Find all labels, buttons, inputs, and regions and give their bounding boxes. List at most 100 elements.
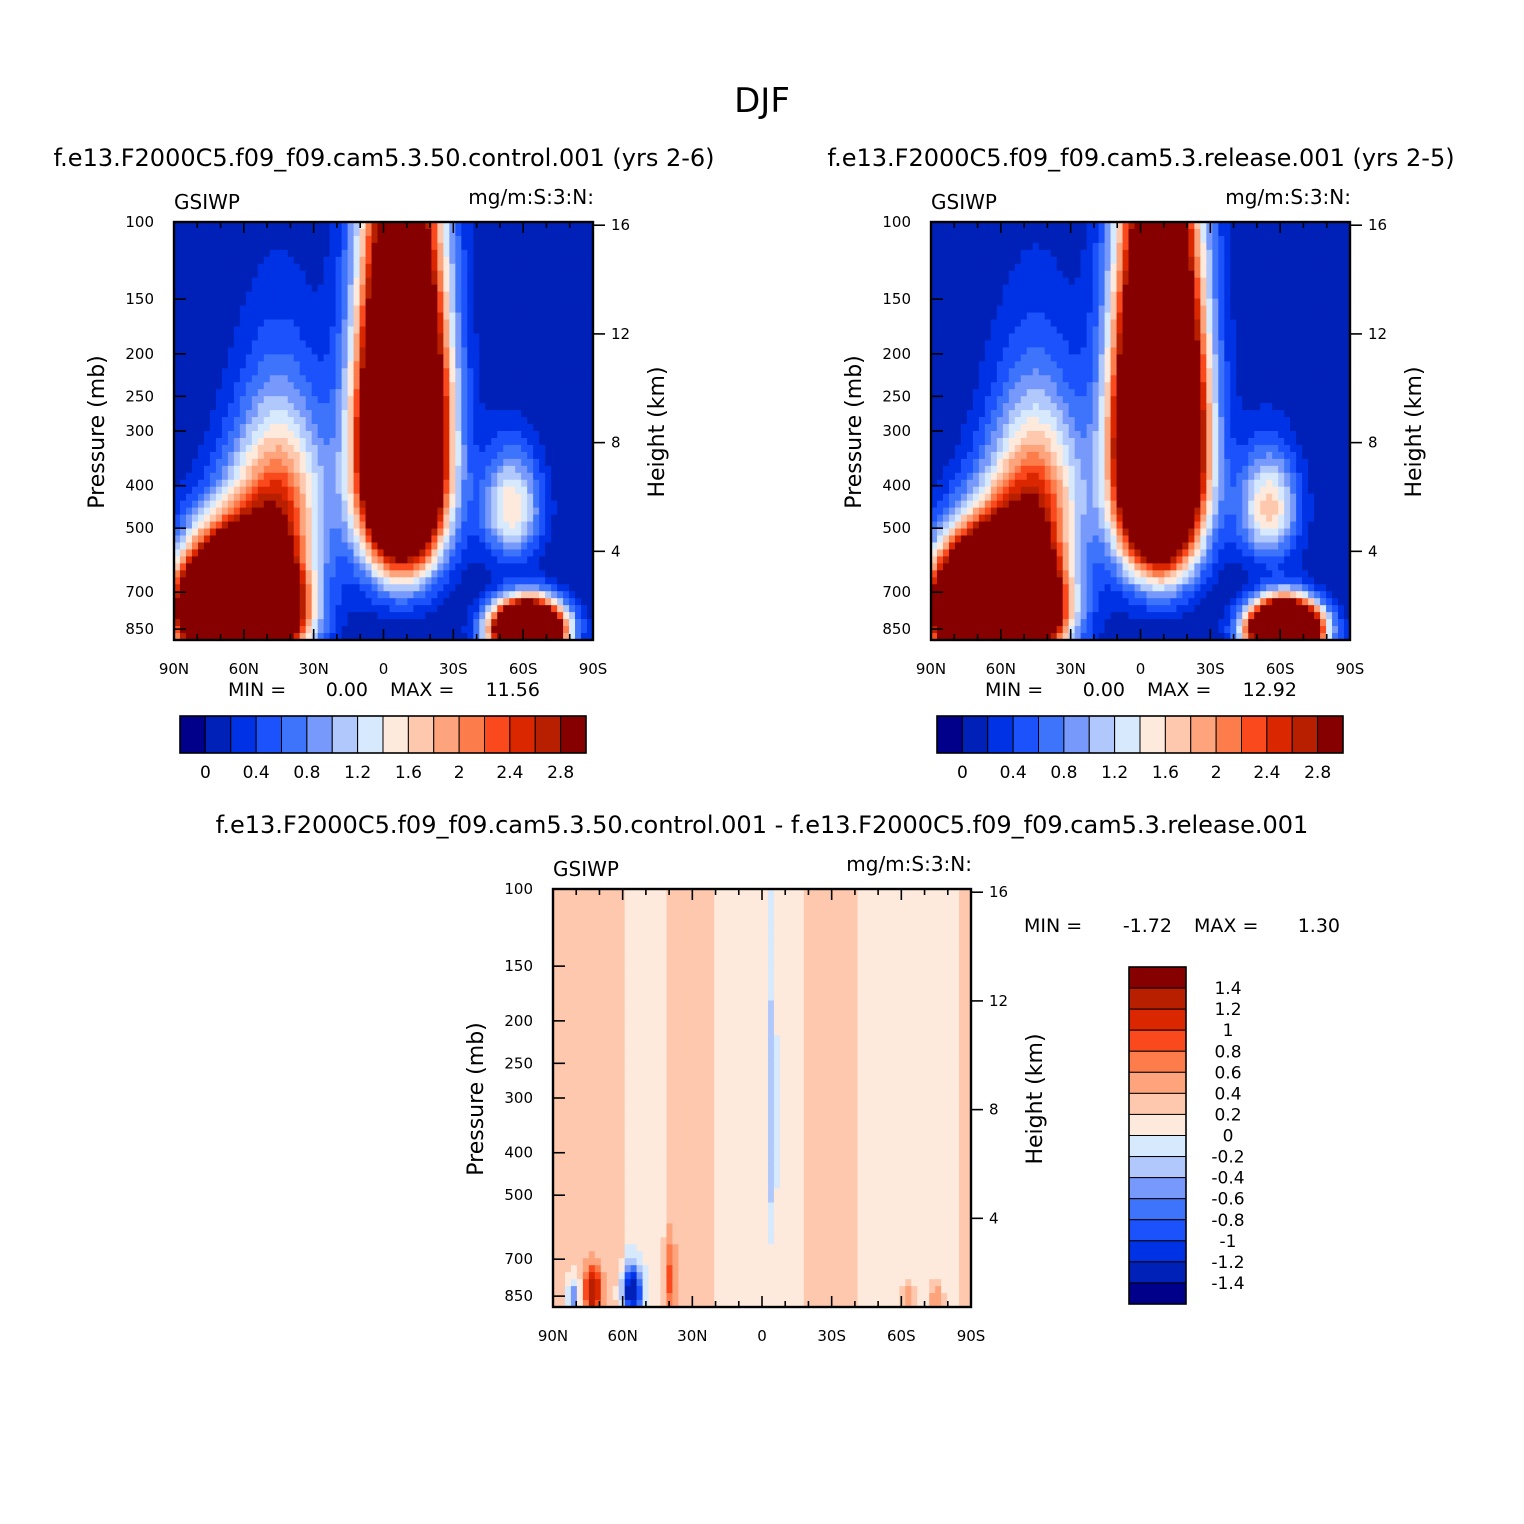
field-cell bbox=[431, 417, 438, 425]
field-cell bbox=[443, 472, 450, 481]
field-cell bbox=[383, 528, 391, 537]
field-cell bbox=[287, 500, 295, 509]
field-cell bbox=[329, 347, 337, 355]
field-cell bbox=[329, 249, 337, 258]
field-cell bbox=[942, 228, 950, 237]
field-cell bbox=[281, 626, 289, 634]
field-cell bbox=[377, 298, 385, 307]
field-cell bbox=[233, 563, 241, 571]
field-cell bbox=[1188, 284, 1195, 293]
field-cell bbox=[263, 486, 271, 495]
field-cell bbox=[557, 417, 564, 425]
field-cell bbox=[185, 382, 193, 390]
field-cell bbox=[185, 312, 193, 321]
field-cell bbox=[437, 549, 444, 557]
field-cell bbox=[515, 619, 522, 627]
field-cell bbox=[383, 375, 391, 383]
field-cell bbox=[533, 284, 540, 293]
field-cell bbox=[371, 382, 379, 390]
field-cell bbox=[323, 361, 331, 369]
field-cell bbox=[503, 361, 510, 369]
field-cell bbox=[311, 431, 319, 439]
field-cell bbox=[461, 542, 468, 551]
field-cell bbox=[515, 493, 522, 502]
field-cell bbox=[185, 612, 193, 620]
field-cell bbox=[425, 521, 432, 530]
field-cell bbox=[527, 319, 534, 328]
field-cell bbox=[419, 382, 426, 390]
field-cell bbox=[245, 486, 253, 495]
field-cell bbox=[419, 584, 426, 592]
field-cell bbox=[401, 382, 409, 390]
field-cell bbox=[503, 444, 510, 453]
field-cell bbox=[545, 619, 552, 627]
field-cell bbox=[545, 256, 552, 265]
field-cell bbox=[197, 298, 205, 307]
field-cell bbox=[197, 528, 205, 537]
field-cell bbox=[1062, 263, 1070, 272]
field-cell bbox=[341, 319, 349, 328]
field-cell bbox=[215, 249, 223, 258]
field-cell bbox=[341, 403, 349, 411]
field-cell bbox=[521, 410, 528, 418]
field-cell bbox=[1152, 263, 1160, 272]
field-cell bbox=[371, 612, 379, 620]
field-cell bbox=[1116, 284, 1124, 293]
field-cell bbox=[437, 277, 444, 286]
field-cell bbox=[341, 249, 349, 258]
field-cell bbox=[551, 368, 558, 376]
field-cell bbox=[527, 486, 534, 495]
field-cell bbox=[401, 626, 409, 634]
field-cell bbox=[191, 417, 199, 425]
field-cell bbox=[197, 242, 205, 251]
field-cell bbox=[581, 451, 588, 460]
field-cell bbox=[491, 340, 498, 348]
field-cell bbox=[948, 228, 956, 237]
field-cell bbox=[443, 465, 450, 474]
field-cell bbox=[311, 368, 319, 376]
field-cell bbox=[233, 375, 241, 383]
field-cell bbox=[984, 270, 992, 279]
field-cell bbox=[1236, 270, 1243, 279]
field-cell bbox=[233, 500, 241, 509]
field-cell bbox=[347, 256, 355, 265]
field-cell bbox=[419, 284, 426, 293]
field-cell bbox=[503, 410, 510, 418]
field-cell bbox=[227, 277, 235, 286]
field-cell bbox=[365, 535, 373, 544]
field-cell bbox=[281, 222, 289, 230]
field-cell bbox=[323, 340, 331, 348]
field-cell bbox=[557, 319, 564, 328]
field-cell bbox=[1068, 270, 1076, 279]
field-cell bbox=[1224, 256, 1231, 265]
field-cell bbox=[557, 256, 564, 265]
field-cell bbox=[1128, 222, 1136, 230]
field-cell bbox=[209, 626, 217, 634]
field-cell bbox=[329, 514, 337, 523]
field-cell bbox=[575, 507, 582, 516]
field-cell bbox=[293, 249, 301, 258]
field-cell bbox=[293, 340, 301, 348]
field-cell bbox=[347, 472, 355, 481]
field-cell bbox=[389, 472, 397, 481]
field-cell bbox=[954, 256, 962, 265]
field-cell bbox=[365, 347, 373, 355]
field-cell bbox=[389, 382, 397, 390]
field-cell bbox=[551, 242, 558, 251]
field-cell bbox=[461, 591, 468, 599]
field-cell bbox=[179, 340, 187, 348]
field-cell bbox=[323, 521, 331, 530]
field-cell bbox=[563, 319, 570, 328]
field-cell bbox=[461, 584, 468, 592]
field-cell bbox=[1254, 242, 1261, 251]
field-cell bbox=[275, 347, 283, 355]
field-cell bbox=[215, 626, 223, 634]
field-cell bbox=[329, 472, 337, 481]
field-cell bbox=[203, 361, 211, 369]
field-cell bbox=[263, 354, 271, 362]
field-cell bbox=[1266, 242, 1273, 251]
field-cell bbox=[539, 263, 546, 272]
field-cell bbox=[389, 410, 397, 418]
field-cell bbox=[521, 249, 528, 258]
field-cell bbox=[221, 451, 229, 460]
